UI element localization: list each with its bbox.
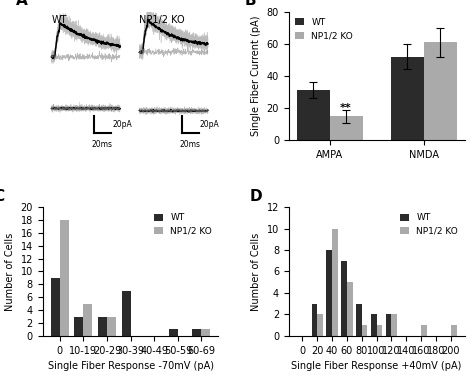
Text: B: B (245, 0, 256, 8)
Bar (391, 57, 424, 140)
Legend: WT, NP1/2 KO: WT, NP1/2 KO (293, 16, 355, 42)
Text: 20ms: 20ms (92, 140, 113, 149)
Bar (341, 261, 347, 336)
Bar (362, 325, 367, 336)
Bar (329, 116, 363, 140)
Bar (74, 317, 83, 336)
Bar (201, 329, 210, 336)
Bar (192, 329, 201, 336)
Bar (421, 325, 427, 336)
X-axis label: Single Fiber Response -70mV (pA): Single Fiber Response -70mV (pA) (47, 361, 214, 371)
Legend: WT, NP1/2 KO: WT, NP1/2 KO (398, 212, 460, 238)
Legend: WT, NP1/2 KO: WT, NP1/2 KO (152, 212, 214, 238)
Bar (451, 325, 456, 336)
Text: NP1/2 KO: NP1/2 KO (139, 15, 185, 25)
Bar (386, 314, 392, 336)
Bar (371, 314, 377, 336)
Bar (169, 329, 178, 336)
Bar (317, 314, 323, 336)
Bar (51, 278, 60, 336)
Bar (332, 229, 337, 336)
Text: **: ** (340, 103, 352, 113)
Bar (356, 304, 362, 336)
Text: C: C (0, 189, 5, 204)
Bar (98, 317, 107, 336)
Bar (327, 250, 332, 336)
Bar (347, 282, 353, 336)
Bar (297, 90, 329, 140)
Bar (392, 314, 397, 336)
Bar (60, 220, 69, 336)
Text: A: A (16, 0, 28, 8)
Text: WT: WT (52, 15, 67, 25)
Text: 20pA: 20pA (200, 120, 220, 129)
Bar (424, 42, 456, 140)
Bar (107, 317, 116, 336)
Bar (377, 325, 382, 336)
Y-axis label: Number of Cells: Number of Cells (251, 232, 261, 311)
X-axis label: Single Fiber Response +40mV (pA): Single Fiber Response +40mV (pA) (292, 361, 462, 371)
Text: 20pA: 20pA (112, 120, 132, 129)
Text: 20ms: 20ms (180, 140, 201, 149)
Y-axis label: Number of Cells: Number of Cells (5, 232, 15, 311)
Bar (311, 304, 317, 336)
Text: D: D (250, 189, 263, 204)
Y-axis label: Single Fiber Current (pA): Single Fiber Current (pA) (251, 16, 261, 136)
Bar (83, 304, 92, 336)
Bar (121, 291, 130, 336)
